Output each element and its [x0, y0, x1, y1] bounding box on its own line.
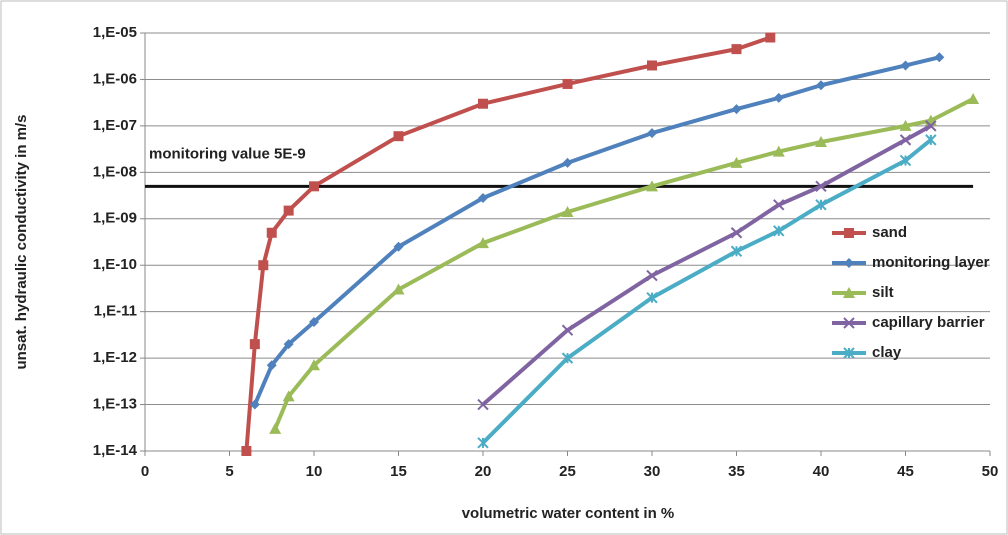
- marker: [478, 193, 488, 204]
- marker: [283, 339, 294, 350]
- x-tick-label: 40: [813, 463, 830, 480]
- marker: [258, 260, 269, 271]
- marker: [730, 156, 743, 168]
- marker: [844, 258, 854, 268]
- reference-label: monitoring value 5E-9: [149, 145, 306, 162]
- marker: [266, 227, 277, 238]
- series-line: [244, 35, 771, 452]
- marker: [730, 245, 743, 257]
- marker: [773, 225, 785, 237]
- marker: [925, 134, 937, 146]
- marker: [478, 98, 488, 109]
- marker: [282, 390, 295, 402]
- y-axis-label: unsat. hydraulic conductivity in m/s: [13, 114, 30, 369]
- marker: [283, 205, 294, 216]
- marker: [266, 360, 277, 371]
- y-tick-label: 1,E-08: [93, 163, 137, 180]
- marker: [249, 339, 260, 350]
- y-tick-label: 1,E-12: [93, 349, 137, 366]
- x-tick-label: 0: [141, 463, 149, 480]
- marker: [561, 205, 574, 217]
- marker: [843, 347, 855, 359]
- marker: [241, 446, 252, 456]
- marker: [309, 316, 319, 327]
- marker: [647, 128, 657, 139]
- marker: [477, 237, 489, 249]
- marker: [561, 352, 574, 364]
- legend-label: clay: [872, 344, 902, 361]
- marker: [899, 119, 912, 131]
- marker: [309, 181, 319, 192]
- series-line: [481, 138, 933, 445]
- x-tick-label: 30: [644, 463, 661, 480]
- y-tick-label: 1,E-10: [93, 256, 137, 273]
- marker: [934, 52, 945, 63]
- marker: [561, 324, 574, 336]
- marker: [392, 283, 405, 295]
- marker: [308, 359, 320, 371]
- y-tick-label: 1,E-11: [94, 303, 137, 320]
- marker: [772, 145, 785, 157]
- marker: [731, 104, 742, 115]
- legend-label: capillary barrier: [872, 314, 985, 331]
- marker: [646, 180, 658, 192]
- marker: [773, 92, 784, 103]
- marker: [731, 44, 742, 55]
- y-tick-label: 1,E-07: [93, 117, 137, 134]
- marker: [646, 269, 658, 282]
- marker: [730, 227, 743, 239]
- marker: [816, 80, 826, 91]
- marker: [477, 398, 489, 411]
- marker: [815, 199, 827, 211]
- y-tick-label: 1,E-05: [93, 24, 137, 41]
- y-tick-label: 1,E-14: [93, 442, 138, 459]
- marker: [843, 317, 855, 329]
- legend-label: sand: [872, 224, 907, 241]
- marker: [765, 32, 776, 43]
- x-tick-label: 35: [728, 463, 745, 480]
- marker: [900, 60, 911, 71]
- marker: [899, 154, 912, 167]
- x-tick-label: 50: [982, 463, 999, 480]
- x-tick-label: 25: [559, 463, 576, 480]
- marker: [967, 92, 980, 104]
- marker: [393, 131, 404, 142]
- marker: [477, 437, 489, 449]
- x-tick-label: 20: [475, 463, 492, 480]
- marker: [925, 120, 937, 132]
- marker: [899, 134, 912, 146]
- marker: [815, 135, 827, 147]
- x-tick-label: 5: [225, 463, 233, 480]
- x-tick-label: 10: [306, 463, 323, 480]
- marker: [646, 291, 658, 304]
- y-tick-label: 1,E-06: [93, 70, 137, 87]
- marker: [269, 422, 282, 434]
- marker: [393, 241, 404, 252]
- series-line: [481, 124, 932, 407]
- x-axis-label: volumetric water content in %: [462, 505, 675, 522]
- marker: [843, 287, 855, 298]
- marker: [815, 180, 827, 193]
- marker: [647, 60, 657, 71]
- x-tick-label: 15: [390, 463, 407, 480]
- x-tick-label: 45: [897, 463, 914, 480]
- y-tick-label: 1,E-13: [93, 396, 137, 413]
- marker: [562, 78, 573, 89]
- legend-label: silt: [872, 284, 894, 301]
- marker: [773, 199, 785, 211]
- marker: [562, 157, 573, 168]
- marker: [844, 228, 854, 238]
- y-tick-label: 1,E-09: [93, 210, 137, 227]
- marker: [249, 399, 260, 410]
- legend-label: monitoring layer: [872, 254, 990, 271]
